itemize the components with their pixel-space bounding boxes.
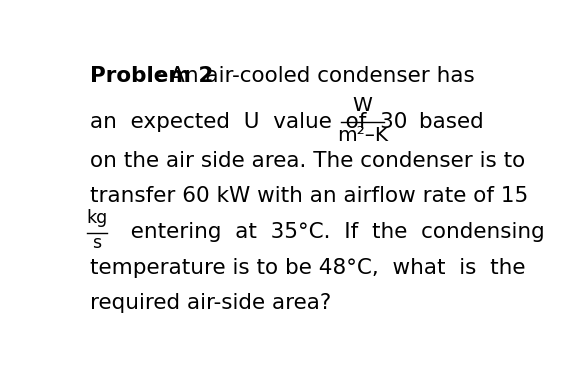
Text: transfer 60 kW with an airflow rate of 15: transfer 60 kW with an airflow rate of 1…	[90, 186, 528, 207]
Text: on the air side area. The condenser is to: on the air side area. The condenser is t…	[90, 151, 525, 171]
Text: entering  at  35°C.  If  the  condensing: entering at 35°C. If the condensing	[117, 222, 545, 242]
Text: Problem 2: Problem 2	[90, 66, 213, 86]
Text: W: W	[353, 96, 372, 115]
Text: s: s	[92, 234, 102, 252]
Text: m²–K: m²–K	[337, 125, 388, 144]
Text: based: based	[412, 112, 484, 132]
Text: kg: kg	[86, 208, 108, 227]
Text: : An air-cooled condenser has: : An air-cooled condenser has	[157, 66, 475, 86]
Text: an  expected  U  value  of  30: an expected U value of 30	[90, 112, 414, 132]
Text: temperature is to be 48°C,  what  is  the: temperature is to be 48°C, what is the	[90, 258, 525, 278]
Text: required air-side area?: required air-side area?	[90, 293, 331, 313]
